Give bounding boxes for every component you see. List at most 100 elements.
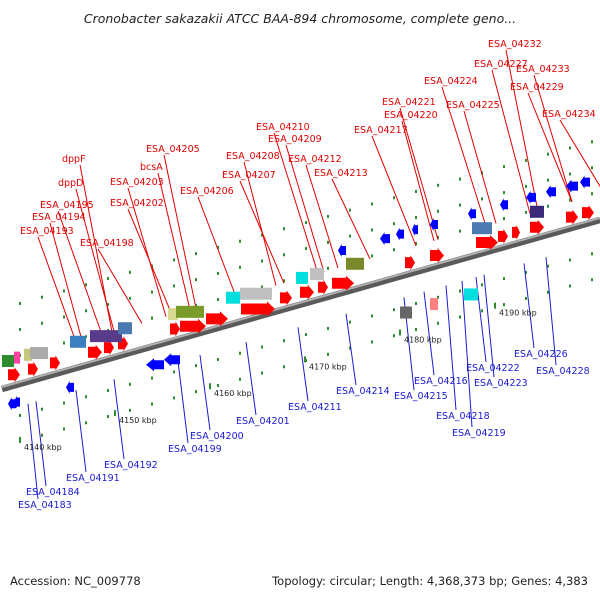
label-leader (545, 257, 557, 366)
label-leader (113, 379, 125, 460)
label-leader (163, 154, 197, 309)
forward-gene (8, 367, 20, 383)
gene-features (2, 175, 594, 411)
gene-label-bottom: ESA_04216 (414, 376, 468, 387)
forward-gene (300, 284, 314, 300)
label-leader (273, 132, 319, 274)
label-leader (27, 403, 39, 500)
gene-label-bottom: ESA_04191 (66, 473, 120, 484)
other-feature (118, 322, 132, 335)
forward-gene (498, 228, 508, 244)
gene-label-bottom: ESA_04183 (18, 500, 72, 511)
gene-label-top: ESA_04224 (424, 76, 478, 87)
label-leader (527, 92, 573, 203)
gene-label-top: ESA_04213 (314, 168, 368, 179)
scale-tick-label: 4140 kbp (24, 443, 62, 452)
reverse-gene (146, 358, 164, 372)
gene-label-top: ESA_04202 (110, 198, 164, 209)
gene-label-top: ESA_04212 (288, 154, 342, 165)
reverse-gene (500, 198, 508, 212)
label-leader (533, 74, 573, 203)
label-leader (371, 135, 417, 247)
accession-text: Accession: NC_009778 (10, 574, 141, 588)
gene-label-top: ESA_04203 (110, 177, 164, 188)
forward-gene (405, 255, 415, 271)
gene-label-bottom: ESA_04214 (336, 386, 390, 397)
forward-gene (318, 279, 328, 295)
forward-gene (476, 235, 498, 251)
other-feature (430, 298, 438, 311)
label-leader (559, 119, 600, 188)
reverse-gene (546, 185, 556, 199)
forward-gene (332, 275, 354, 291)
gene-label-bottom: ESA_04200 (190, 431, 244, 442)
other-feature (70, 335, 86, 348)
gene-label-top: dppF (62, 154, 86, 165)
label-leader (75, 390, 87, 473)
forward-gene (88, 344, 102, 360)
reverse-gene (580, 175, 590, 189)
label-leader (57, 210, 103, 335)
forward-gene (170, 321, 180, 337)
label-leader (243, 161, 277, 286)
forward-gene (50, 355, 60, 371)
other-feature (464, 288, 478, 301)
other-feature (530, 205, 544, 218)
gene-label-bottom: ESA_04199 (168, 444, 222, 455)
scale-tick-label: 4150 kbp (119, 416, 157, 425)
other-feature (24, 348, 32, 361)
label-leader (491, 69, 531, 214)
other-feature (2, 355, 14, 367)
other-feature (310, 267, 324, 280)
gene-label-bottom: ESA_04228 (536, 366, 590, 377)
label-leader (35, 401, 47, 487)
gene-label-top: ESA_04194 (32, 212, 86, 223)
label-leader (305, 164, 339, 269)
label-leader (245, 341, 257, 416)
forward-gene (28, 361, 38, 377)
reverse-gene (380, 232, 390, 246)
label-leader (127, 187, 167, 317)
other-feature (240, 287, 272, 300)
gene-label-bottom: ESA_04184 (26, 487, 80, 498)
other-feature (14, 351, 20, 364)
forward-gene (512, 224, 520, 240)
reverse-gene (566, 179, 578, 193)
label-leader (197, 196, 237, 298)
gene-label-top: ESA_04198 (80, 238, 134, 249)
gene-label-bottom: ESA_04219 (452, 428, 506, 439)
reverse-gene (66, 380, 74, 394)
label-leader (523, 263, 535, 349)
map-title: Cronobacter sakazakii ATCC BAA-894 chrom… (84, 11, 516, 26)
forward-gene (280, 290, 292, 306)
gene-label-top: ESA_04227 (474, 59, 528, 70)
label-leader (483, 274, 495, 378)
gene-label-top: ESA_04193 (20, 226, 74, 237)
gene-label-top: ESA_04220 (384, 110, 438, 121)
reverse-gene (164, 353, 180, 367)
gene-label-top: ESA_04207 (222, 170, 276, 181)
gene-label-bottom: ESA_04215 (394, 391, 448, 402)
other-feature (226, 291, 240, 304)
gene-label-top: ESA_04209 (268, 134, 322, 145)
reverse-gene (526, 190, 536, 204)
label-leader (445, 285, 457, 411)
gene-label-top: ESA_04217 (354, 125, 408, 136)
forward-gene (530, 219, 544, 235)
label-leader (75, 188, 115, 332)
forward-gene (241, 301, 275, 317)
reverse-gene (14, 395, 20, 409)
gene-label-bottom: ESA_04218 (436, 411, 490, 422)
label-leader (37, 236, 77, 343)
other-feature (90, 330, 122, 343)
label-leader (199, 354, 211, 431)
gene-label-top: ESA_04210 (256, 122, 310, 133)
label-leader (401, 120, 435, 242)
gene-label-top: ESA_04208 (226, 151, 280, 162)
gene-label-top: ESA_04229 (510, 82, 564, 93)
gene-label-top: ESA_04233 (516, 64, 570, 75)
forward-gene (104, 340, 114, 356)
label-leader (423, 291, 435, 376)
